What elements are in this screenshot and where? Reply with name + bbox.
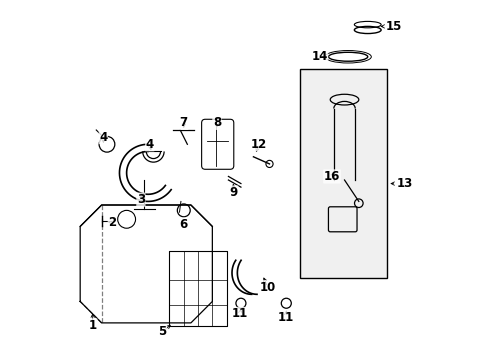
Text: 7: 7 [180, 116, 187, 129]
Text: 11: 11 [232, 307, 248, 320]
Text: 8: 8 [212, 116, 221, 129]
Text: 15: 15 [385, 20, 401, 33]
Text: 4: 4 [99, 131, 107, 144]
Text: 2: 2 [108, 216, 116, 229]
Circle shape [265, 160, 272, 167]
Text: 4: 4 [145, 138, 154, 151]
Text: 12: 12 [250, 138, 266, 151]
Text: 10: 10 [259, 281, 275, 294]
Text: 11: 11 [278, 311, 294, 324]
Text: 14: 14 [311, 50, 327, 63]
Text: 9: 9 [229, 186, 238, 199]
Text: 16: 16 [323, 170, 340, 183]
Bar [299, 69, 386, 278]
Text: 5: 5 [158, 325, 166, 338]
Text: 13: 13 [395, 177, 412, 190]
Text: 1: 1 [88, 319, 97, 332]
Text: 3: 3 [137, 193, 144, 206]
Text: 6: 6 [179, 218, 187, 231]
